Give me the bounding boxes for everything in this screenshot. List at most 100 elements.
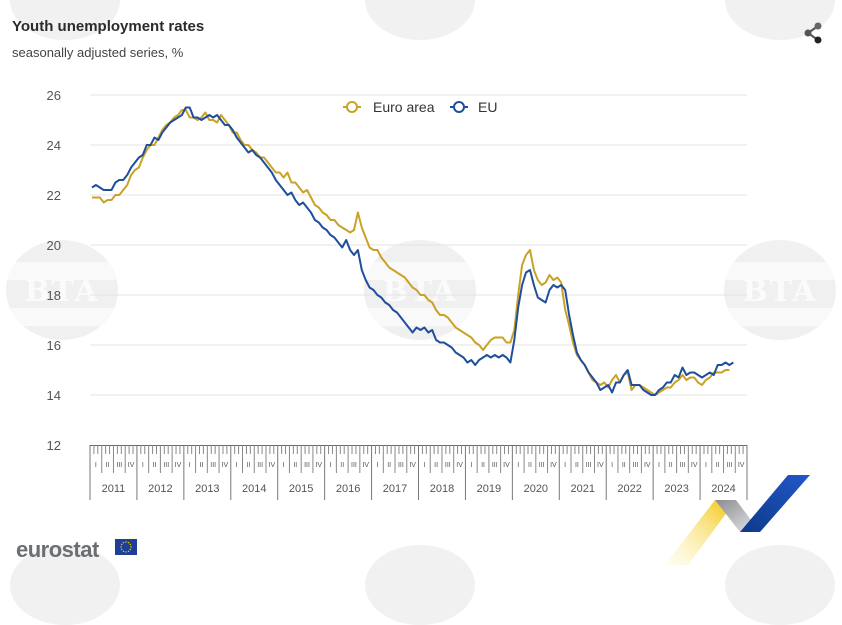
year-label: 2024 <box>711 483 735 495</box>
legend-item-eu[interactable]: EU <box>450 99 497 115</box>
quarter-label: II <box>575 462 579 469</box>
bta-arrow-logo <box>665 475 810 565</box>
year-label: 2021 <box>571 483 595 495</box>
quarter-label: II <box>528 462 532 469</box>
flag-star <box>122 541 125 544</box>
flag-star <box>120 548 123 551</box>
year-label: 2015 <box>289 483 313 495</box>
quarter-label: III <box>445 462 451 469</box>
quarter-label: III <box>539 462 545 469</box>
quarter-label: II <box>153 462 157 469</box>
quarter-label: III <box>163 462 169 469</box>
quarter-label: II <box>716 462 720 469</box>
quarter-label: III <box>210 462 216 469</box>
flag-star <box>127 550 130 553</box>
watermark-logo: BTA <box>364 240 476 340</box>
quarter-label: II <box>246 462 250 469</box>
y-tick-label: 26 <box>47 88 61 103</box>
quarter-label: IV <box>128 462 135 469</box>
y-tick-label: 22 <box>47 188 61 203</box>
legend-label-eu: EU <box>478 99 497 115</box>
flag-star <box>129 548 132 551</box>
quarter-label: III <box>680 462 686 469</box>
quarter-label: III <box>492 462 498 469</box>
year-label: 2018 <box>430 483 454 495</box>
quarter-label: I <box>611 462 613 469</box>
y-tick-label: 24 <box>47 138 61 153</box>
quarter-label: I <box>95 462 97 469</box>
quarter-label: III <box>351 462 357 469</box>
series-lines <box>91 106 734 396</box>
quarter-label: I <box>376 462 378 469</box>
series-line-euro-area <box>92 109 730 396</box>
watermark-text: BTA <box>742 274 818 309</box>
eurostat-logo: eurostat <box>16 537 99 562</box>
quarter-label: II <box>669 462 673 469</box>
flag-star <box>122 550 125 553</box>
year-label: 2022 <box>617 483 641 495</box>
quarter-label: I <box>658 462 660 469</box>
legend-item-euro-area[interactable]: Euro area <box>343 99 435 115</box>
quarter-label: II <box>481 462 485 469</box>
quarter-label: IV <box>456 462 463 469</box>
watermark-text: BTA <box>24 274 100 309</box>
quarter-label: II <box>293 462 297 469</box>
quarter-label: II <box>200 462 204 469</box>
quarter-label: III <box>726 462 732 469</box>
watermark-text: BTA <box>382 274 458 309</box>
quarter-label: I <box>283 462 285 469</box>
year-label: 2011 <box>102 483 126 495</box>
quarter-label: IV <box>503 462 510 469</box>
y-tick-label: 20 <box>47 238 61 253</box>
flag-star <box>127 541 130 544</box>
quarter-label: I <box>236 462 238 469</box>
quarter-label: I <box>470 462 472 469</box>
quarter-label: II <box>434 462 438 469</box>
quarter-label: IV <box>738 462 745 469</box>
quarter-label: IV <box>222 462 229 469</box>
quarter-label: III <box>633 462 639 469</box>
quarter-label: II <box>340 462 344 469</box>
flag-star <box>130 546 132 548</box>
flag-star <box>125 541 127 543</box>
year-label: 2014 <box>242 483 266 495</box>
quarter-label: II <box>387 462 391 469</box>
quarter-label: IV <box>597 462 604 469</box>
quarter-label: I <box>705 462 707 469</box>
quarter-label: IV <box>362 462 369 469</box>
quarter-label: III <box>398 462 404 469</box>
flag-star <box>120 546 122 548</box>
legend-marker-euro-area <box>346 101 358 113</box>
y-tick-label: 18 <box>47 288 61 303</box>
legend: Euro area EU <box>343 99 497 115</box>
year-label: 2013 <box>195 483 219 495</box>
grid-lines <box>90 94 747 396</box>
quarter-label: IV <box>315 462 322 469</box>
eu-flag-icon <box>115 539 137 555</box>
share-icon <box>804 22 822 44</box>
quarter-label: I <box>142 462 144 469</box>
flag-star <box>129 543 132 546</box>
quarter-label: III <box>304 462 310 469</box>
quarter-label: III <box>116 462 122 469</box>
y-tick-label: 14 <box>47 388 61 403</box>
quarter-label: IV <box>691 462 698 469</box>
quarter-label: I <box>517 462 519 469</box>
quarter-label: IV <box>550 462 557 469</box>
quarter-label: IV <box>644 462 651 469</box>
watermark-logo <box>365 545 475 625</box>
quarter-label: IV <box>269 462 276 469</box>
watermark-logo: BTA <box>6 240 118 340</box>
y-tick-label: 16 <box>47 338 61 353</box>
flag-star <box>125 551 127 553</box>
share-button[interactable] <box>800 20 826 46</box>
quarter-label: IV <box>175 462 182 469</box>
quarter-label: II <box>106 462 110 469</box>
quarter-label: I <box>423 462 425 469</box>
year-label: 2017 <box>383 483 407 495</box>
y-axis: 12 14 16 18 20 22 24 26 <box>47 88 61 453</box>
quarter-label: III <box>257 462 263 469</box>
quarter-label: IV <box>409 462 416 469</box>
quarter-label: I <box>564 462 566 469</box>
